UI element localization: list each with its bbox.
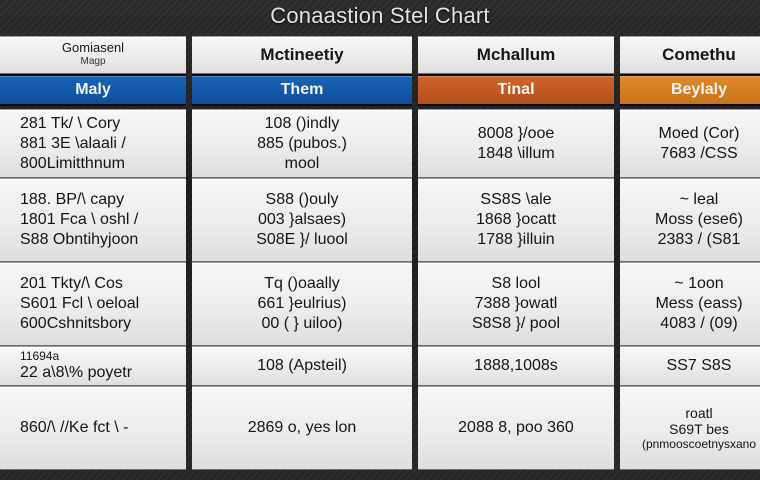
cell-line: 1848 \illum <box>477 144 555 162</box>
table-cell-r3-c2: 1888,1008s <box>418 346 614 386</box>
column-header-2-name: Mchallum <box>476 45 556 64</box>
cell-line: Tq ()oaally <box>264 275 340 292</box>
cell-line: roatl <box>685 405 713 421</box>
cell-line: ~ leal <box>679 191 719 208</box>
column-header-0: Gomiasenl Magp <box>0 36 186 74</box>
cell-line: 4083 / (09) <box>660 315 738 332</box>
cell-line: 11694a <box>20 349 60 363</box>
cell-line: 8008 }/ooe <box>477 124 555 142</box>
table-cell-r2-c2: S8 lool 7388 }owatl S8S8 }/ pool <box>418 262 614 346</box>
table-cell-r1-c2: SS8S \ale 1868 }ocatt 1788 }illuin <box>418 178 614 262</box>
cell-line: 201 Tkty/\ Cos <box>20 275 123 292</box>
cell-line: (pnmooscoetnysxano <box>641 437 757 451</box>
cell-line: S8 lool <box>491 275 541 292</box>
table-cell-r4-c0: 860/\ //Ke fct \ - <box>0 386 186 470</box>
cell-line: mool <box>284 154 320 172</box>
cell-line: 1868 }ocatt <box>475 211 557 228</box>
cell-line: 188. BP/\ capy <box>20 191 125 208</box>
table-cell-r3-c0: 11694a 22 a\8\% poyetr <box>0 346 186 386</box>
column-header-0-sub: Magp <box>80 56 106 67</box>
column-band-1: Them <box>192 74 412 106</box>
cell-line: 22 a\8\% poyetr <box>20 364 133 381</box>
cell-line: 800Limitthnum <box>20 154 125 172</box>
cell-line: 003 }alsaes) <box>257 211 347 228</box>
column-band-2: Tinal <box>418 74 614 106</box>
table-cell-r1-c1: S88 ()ouly 003 }alsaes) S08E }/ luool <box>192 178 412 262</box>
column-header-3: Comethu <box>620 36 760 74</box>
comparison-table: Gomiasenl Magp Mctineetiy Mchallum Comet… <box>0 36 760 480</box>
table-cell-r0-c2: 8008 }/ooe 1848 \illum <box>418 109 614 178</box>
cell-line: 860/\ //Ke fct \ - <box>20 419 129 436</box>
column-header-1-name: Mctineetiy <box>260 45 344 64</box>
table-cell-r2-c1: Tq ()oaally 661 }eulrius) 00 ( } uiloo) <box>192 262 412 346</box>
table-cell-r3-c1: 108 (Apsteil) <box>192 346 412 386</box>
column-band-0: Maly <box>0 74 186 106</box>
cell-line: S8S8 }/ pool <box>471 315 561 332</box>
cell-line: 2383 / (S81 <box>657 231 741 248</box>
cell-line: 108 (Apsteil) <box>257 357 347 374</box>
cell-line: 00 ( } uiloo) <box>261 315 343 332</box>
cell-line: Moss (ese6) <box>654 211 744 228</box>
cell-line: 1801 Fca \ oshl / <box>20 211 139 228</box>
cell-line: S88 ()ouly <box>265 191 339 208</box>
cell-line: 281 Tk/ \ Cory <box>20 114 121 132</box>
cell-line: 1788 }illuin <box>477 231 555 248</box>
cell-line: 881 3E \alaali / <box>20 134 126 152</box>
table-cell-r1-c0: 188. BP/\ capy 1801 Fca \ oshl / S88 Obn… <box>0 178 186 262</box>
cell-line: 7683 /CSS <box>660 144 738 162</box>
cell-line: S601 Fcl \ oeloal <box>20 295 140 312</box>
cell-line: S88 Obntihyjoon <box>20 231 139 248</box>
table-cell-r4-c3: roatl S69T bes (pnmooscoetnysxano <box>620 386 760 470</box>
table-cell-r4-c2: 2088 8, poo 360 <box>418 386 614 470</box>
table-cell-r4-c1: 2869 o, yes lon <box>192 386 412 470</box>
table-cell-r2-c3: ~ 1oon Mess (eass) 4083 / (09) <box>620 262 760 346</box>
cell-line: ~ 1oon <box>674 275 724 292</box>
column-header-3-name: Comethu <box>662 45 736 64</box>
table-cell-r1-c3: ~ leal Moss (ese6) 2383 / (S81 <box>620 178 760 262</box>
column-header-2: Mchallum <box>418 36 614 74</box>
cell-line: SS8S \ale <box>480 191 552 208</box>
table-cell-r3-c3: SS7 S8S <box>620 346 760 386</box>
cell-line: 108 ()indly <box>264 114 340 132</box>
chart-title: Conaastion Stel Chart <box>270 3 490 28</box>
table-cell-r0-c3: Moed (Cor) 7683 /CSS <box>620 109 760 178</box>
column-band-3: Beylaly <box>620 74 760 106</box>
cell-line: S08E }/ luool <box>256 231 348 248</box>
cell-line: 1888,1008s <box>474 357 558 374</box>
cell-line: Mess (eass) <box>655 295 743 312</box>
table-cell-r0-c1: 108 ()indly 885 (pubos.) mool <box>192 109 412 178</box>
table-cell-r2-c0: 201 Tkty/\ Cos S601 Fcl \ oeloal 600Cshn… <box>0 262 186 346</box>
cell-line: SS7 S8S <box>666 357 732 374</box>
cell-line: 2869 o, yes lon <box>247 419 357 436</box>
cell-line: S69T bes <box>669 421 729 437</box>
cell-line: 2088 8, poo 360 <box>458 419 574 436</box>
cell-line: 7388 }owatl <box>474 295 558 312</box>
cell-line: 600Cshnitsbory <box>20 315 132 332</box>
column-header-1: Mctineetiy <box>192 36 412 74</box>
column-header-0-name: Gomiasenl <box>61 40 125 55</box>
table-cell-r0-c0: 281 Tk/ \ Cory 881 3E \alaali / 800Limit… <box>0 109 186 178</box>
cell-line: 885 (pubos.) <box>257 134 347 152</box>
cell-line: Moed (Cor) <box>658 124 740 142</box>
cell-line: 661 }eulrius) <box>257 295 347 312</box>
